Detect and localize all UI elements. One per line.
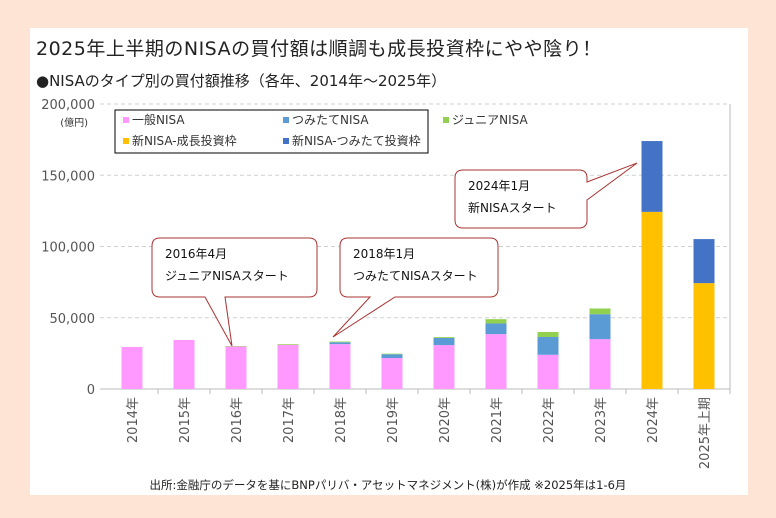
x-tick-label: 2021年 xyxy=(490,397,505,443)
bar-segment xyxy=(381,358,403,389)
chart-subtitle: ●NISAのタイプ別の買付額推移（各年、2014年～2025年） xyxy=(36,72,447,90)
bar-segment xyxy=(537,336,559,355)
y-tick-label: 150,000 xyxy=(41,169,95,184)
bar-segment xyxy=(381,353,403,355)
y-tick-label: 50,000 xyxy=(50,312,96,327)
legend-label: つみたてNISA xyxy=(292,113,369,127)
bar-segment xyxy=(121,346,143,389)
annotation-text: 2016年4月 xyxy=(165,247,227,261)
annotation-text: 2024年1月 xyxy=(468,179,530,193)
annotation-text: ジュニアNISAスタート xyxy=(165,269,289,283)
x-tick-label: 2025年上期 xyxy=(698,397,713,469)
bar-segment xyxy=(277,344,299,389)
bar-segment xyxy=(537,332,559,337)
legend-swatch xyxy=(123,117,129,123)
x-tick-label: 2016年 xyxy=(230,397,245,443)
annotation-text: 2018年1月 xyxy=(353,247,415,261)
legend-label: 新NISA-成長投資枠 xyxy=(132,133,237,148)
legend-label: ジュニアNISA xyxy=(452,113,529,127)
annotation-callout xyxy=(332,237,499,338)
page-title: 2025年上半期のNISAの買付額は順調も成長投資枠にやや陰り！ xyxy=(36,38,602,60)
y-tick-label: 100,000 xyxy=(41,241,95,256)
bar-segment xyxy=(537,354,559,389)
bar-segment xyxy=(589,339,611,389)
bar-segment xyxy=(225,346,247,389)
bar-segment xyxy=(641,211,663,389)
bar-segment xyxy=(589,314,611,340)
y-axis-unit: (億円) xyxy=(60,116,88,129)
bar-segment xyxy=(173,339,195,389)
bar-segment xyxy=(589,308,611,315)
bar-segment xyxy=(329,344,351,389)
bar-segment xyxy=(329,342,351,345)
y-tick-label: 0 xyxy=(87,383,95,398)
bar-segment xyxy=(641,141,663,212)
x-tick-label: 2014年 xyxy=(126,397,141,443)
legend-label: 一般NISA xyxy=(132,112,185,127)
x-tick-label: 2023年 xyxy=(594,397,609,443)
x-tick-label: 2015年 xyxy=(178,397,193,443)
x-tick-label: 2019年 xyxy=(386,397,401,443)
annotation-callout xyxy=(454,162,638,229)
bar-segment xyxy=(381,354,403,359)
legend-swatch xyxy=(123,138,129,144)
bar-segment xyxy=(485,323,507,335)
bar-segment xyxy=(433,337,455,346)
bar-segment xyxy=(485,319,507,324)
x-tick-label: 2024年 xyxy=(646,397,661,443)
bar-segment xyxy=(693,239,715,284)
x-tick-label: 2020年 xyxy=(438,397,453,443)
x-tick-label: 2017年 xyxy=(282,397,297,443)
x-tick-label: 2022年 xyxy=(542,397,557,443)
legend-swatch xyxy=(283,117,289,123)
bar-segment xyxy=(433,337,455,338)
legend-swatch xyxy=(283,138,289,144)
bar-segment xyxy=(485,334,507,389)
legend-label: 新NISA-つみたて投資枠 xyxy=(292,133,421,148)
legend xyxy=(114,109,429,154)
annotation-text: 新NISAスタート xyxy=(468,200,557,215)
bar-segment xyxy=(277,344,299,345)
bar-segment xyxy=(433,345,455,389)
annotation-text: つみたてNISAスタート xyxy=(353,269,478,283)
source-note: 出所:金融庁のデータを基にBNPパリバ・アセットマネジメント(株)が作成 ※20… xyxy=(149,478,627,492)
legend-swatch xyxy=(443,117,449,123)
x-tick-label: 2018年 xyxy=(334,397,349,443)
bar-segment xyxy=(329,341,351,343)
annotation-callout xyxy=(151,237,318,347)
y-tick-label: 200,000 xyxy=(41,98,95,113)
bar-segment xyxy=(693,283,715,389)
